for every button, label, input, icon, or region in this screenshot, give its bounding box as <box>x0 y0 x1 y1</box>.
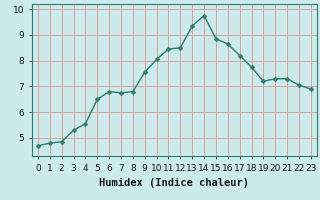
X-axis label: Humidex (Indice chaleur): Humidex (Indice chaleur) <box>100 178 249 188</box>
